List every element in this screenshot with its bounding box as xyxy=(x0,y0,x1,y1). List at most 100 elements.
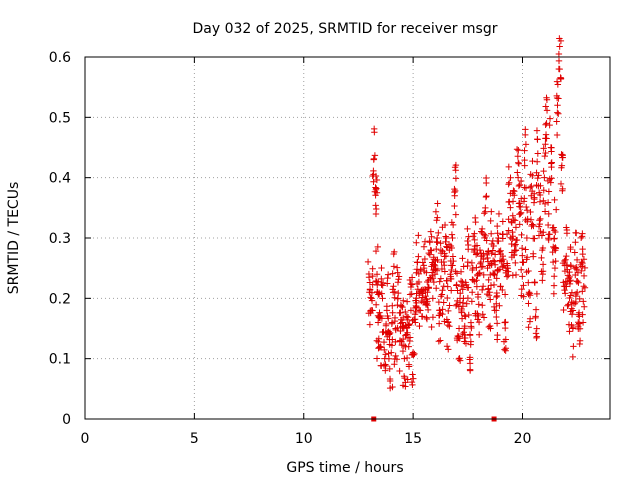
data-point-cluster xyxy=(533,169,540,176)
data-point-cluster xyxy=(394,295,402,302)
data-point-cluster xyxy=(576,340,583,348)
data-point-cluster xyxy=(378,264,385,272)
data-point-cluster xyxy=(402,308,409,316)
data-point-cluster xyxy=(483,192,490,200)
data-point xyxy=(580,283,587,290)
data-point-cluster xyxy=(444,283,451,290)
data-point-cluster xyxy=(404,314,412,321)
data-point xyxy=(403,331,410,338)
data-point-cluster xyxy=(456,355,463,362)
data-point-cluster xyxy=(531,195,538,203)
data-point xyxy=(449,234,456,242)
data-point-cluster xyxy=(525,324,532,331)
data-point xyxy=(510,216,517,224)
data-point-cluster xyxy=(395,289,402,297)
data-point-cluster xyxy=(413,239,420,246)
data-point-cluster xyxy=(439,248,446,255)
data-point-cluster xyxy=(542,149,549,157)
data-point-cluster xyxy=(522,131,529,139)
data-point-cluster xyxy=(373,278,380,286)
data-point-cluster xyxy=(466,332,474,339)
data-point-cluster xyxy=(443,343,451,350)
data-point-cluster xyxy=(389,302,396,310)
data-point-cluster xyxy=(497,283,504,290)
data-point-cluster xyxy=(502,344,510,352)
data-point-cluster xyxy=(501,291,509,298)
data-point-cluster xyxy=(439,287,446,294)
data-point-cluster xyxy=(568,311,576,318)
data-point-cluster xyxy=(434,239,441,246)
data-point-cluster xyxy=(556,35,563,42)
data-point-cluster xyxy=(443,316,451,323)
data-point-cluster xyxy=(480,271,487,279)
data-point-cluster xyxy=(462,340,470,347)
data-point-cluster xyxy=(533,158,541,165)
data-point xyxy=(541,174,548,181)
data-point-cluster xyxy=(446,323,453,330)
data-point-cluster xyxy=(515,147,522,154)
data-point xyxy=(468,289,476,296)
data-point xyxy=(462,313,469,320)
data-point-cluster xyxy=(574,277,581,285)
data-point-cluster xyxy=(520,259,527,266)
data-point-cluster xyxy=(581,284,589,291)
data-point-cluster xyxy=(535,223,543,230)
data-point-cluster xyxy=(412,308,420,316)
data-point-cluster xyxy=(369,272,376,280)
data-point-cluster xyxy=(517,203,524,211)
data-point-cluster xyxy=(564,302,571,310)
data-point-cluster xyxy=(510,252,518,259)
data-point-cluster xyxy=(555,50,563,58)
data-point-cluster xyxy=(558,164,565,171)
data-point-cluster xyxy=(373,205,380,213)
data-point-cluster xyxy=(545,236,552,244)
data-point-cluster xyxy=(457,277,465,285)
data-point-cluster xyxy=(375,338,382,346)
y-tick-label: 0 xyxy=(62,412,71,428)
data-point-cluster xyxy=(580,255,588,263)
data-point-cluster xyxy=(449,253,457,260)
data-point-cluster xyxy=(567,243,574,251)
data-point-cluster xyxy=(490,242,497,250)
data-point-cluster xyxy=(552,245,560,252)
data-point-cluster xyxy=(500,256,507,263)
data-point-cluster xyxy=(531,279,538,286)
data-point-cluster xyxy=(457,268,465,275)
data-point-cluster xyxy=(452,175,460,182)
data-point-cluster xyxy=(443,277,451,284)
data-point xyxy=(573,289,581,296)
data-point-cluster xyxy=(431,261,438,268)
data-point-cluster xyxy=(494,222,501,230)
data-point-cluster xyxy=(579,250,586,258)
data-point-cluster xyxy=(464,284,471,291)
data-point-cluster xyxy=(555,95,562,102)
data-point-cluster xyxy=(450,257,457,265)
data-point-cluster xyxy=(559,187,566,194)
data-point xyxy=(390,283,397,290)
data-point-cluster xyxy=(423,314,430,321)
data-point-cluster xyxy=(458,315,466,322)
data-point xyxy=(442,252,450,260)
data-point-cluster xyxy=(467,341,474,348)
data-point-cluster xyxy=(449,262,456,269)
data-point-cluster xyxy=(400,373,408,380)
data-point-cluster xyxy=(399,335,407,343)
data-point-cluster xyxy=(507,204,514,211)
data-point-cluster xyxy=(518,292,525,299)
data-point-cluster xyxy=(399,314,407,322)
data-point-cluster xyxy=(424,302,431,309)
data-point-cluster xyxy=(572,298,580,306)
data-point-cluster xyxy=(513,146,521,153)
data-point-cluster xyxy=(434,200,441,207)
data-point-cluster xyxy=(421,238,429,245)
x-tick-label: 5 xyxy=(190,431,199,447)
data-point-cluster xyxy=(525,279,532,286)
data-point-cluster xyxy=(509,212,516,219)
data-point-cluster xyxy=(428,247,435,254)
data-point-cluster xyxy=(369,265,376,272)
data-point-cluster xyxy=(399,303,406,311)
data-point-cluster xyxy=(571,300,579,307)
data-point-cluster xyxy=(517,209,525,217)
data-point-cluster xyxy=(529,221,536,228)
data-point-cluster xyxy=(502,267,510,274)
